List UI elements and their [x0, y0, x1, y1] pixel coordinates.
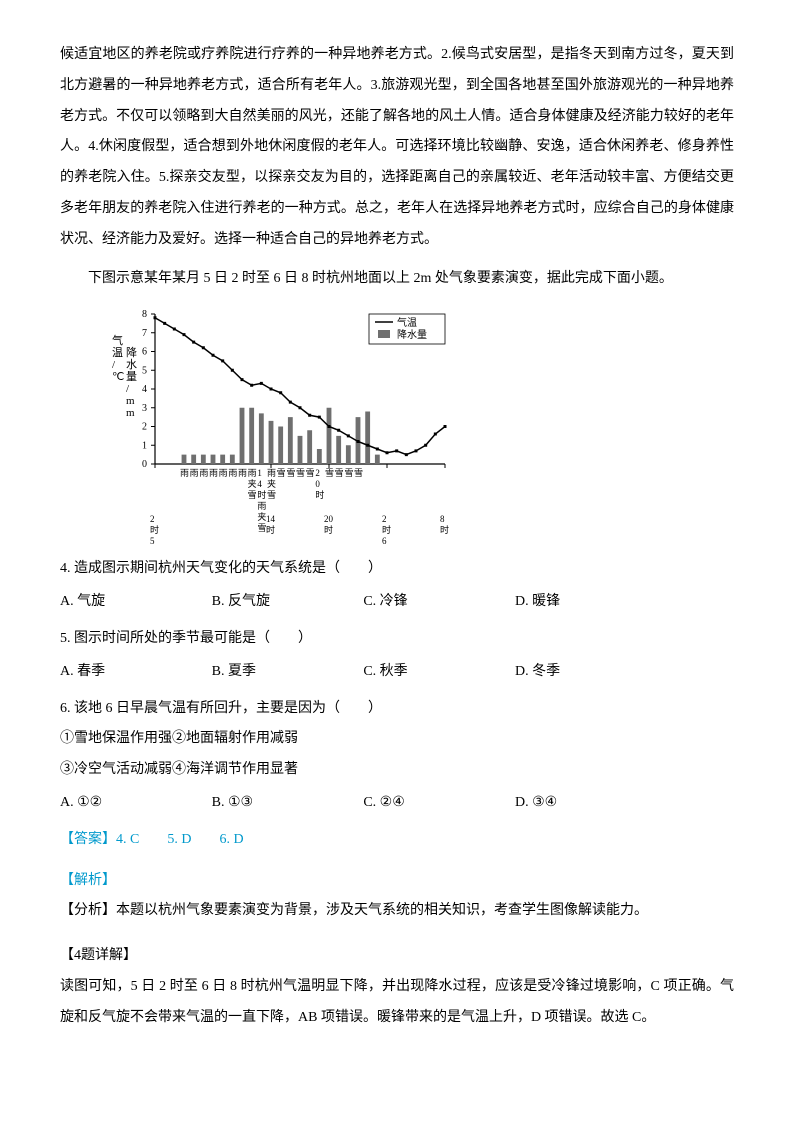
svg-text:雪: 雪 — [267, 490, 276, 500]
svg-text:0: 0 — [142, 459, 147, 470]
svg-text:雨: 雨 — [180, 468, 189, 478]
svg-text:8: 8 — [142, 309, 147, 320]
svg-text:水: 水 — [126, 358, 137, 371]
q5-opt-a: A. 春季 — [60, 657, 212, 688]
svg-text:温: 温 — [112, 346, 123, 359]
chart-intro: 下图示意某年某月 5 日 2 时至 6 日 8 时杭州地面以上 2m 处气象要素… — [60, 264, 734, 295]
svg-text:时: 时 — [150, 524, 159, 535]
svg-text:雨: 雨 — [219, 468, 228, 478]
svg-text:6: 6 — [382, 536, 387, 544]
svg-text:雨: 雨 — [228, 468, 237, 478]
svg-text:3: 3 — [142, 403, 147, 414]
svg-text:雪: 雪 — [296, 468, 305, 478]
q4-opt-a: A. 气旋 — [60, 587, 212, 618]
svg-text:雪: 雪 — [335, 468, 344, 478]
weather-chart: 012345678气温/℃降水量/mm气温降水量雨雨雨雨雨雨雨雨夹雪14时雨夹雪… — [100, 304, 480, 544]
svg-text:雪: 雪 — [286, 468, 295, 478]
svg-text:雨: 雨 — [209, 468, 218, 478]
svg-text:5: 5 — [142, 366, 147, 377]
svg-text:雨: 雨 — [199, 468, 208, 478]
svg-text:2: 2 — [142, 422, 147, 433]
analysis-text: 【分析】本题以杭州气象要素演变为背景，涉及天气系统的相关知识，考查学生图像解读能… — [60, 896, 734, 927]
svg-text:/: / — [112, 359, 116, 371]
q4-detail-text: 读图可知，5 日 2 时至 6 日 8 时杭州气温明显下降，并出现降水过程，应该… — [60, 972, 734, 1034]
q4-detail-label: 【4题详解】 — [60, 941, 734, 972]
svg-text:雨: 雨 — [267, 468, 276, 478]
svg-text:2: 2 — [315, 468, 320, 478]
svg-text:时: 时 — [266, 524, 275, 535]
svg-text:气: 气 — [112, 333, 123, 347]
q6-opt-b: B. ①③ — [212, 788, 364, 819]
svg-text:m: m — [126, 407, 135, 419]
svg-text:雨: 雨 — [190, 468, 199, 478]
top-paragraph: 候适宜地区的养老院或疗养院进行疗养的一种异地养老方式。2.候鸟式安居型，是指冬天… — [60, 40, 734, 256]
svg-text:雨: 雨 — [257, 501, 266, 511]
svg-text:2: 2 — [150, 514, 155, 524]
svg-text:时: 时 — [440, 524, 449, 535]
svg-text:夹: 夹 — [267, 478, 276, 489]
svg-text:雪: 雪 — [277, 468, 286, 478]
svg-text:14: 14 — [266, 514, 276, 524]
svg-text:2: 2 — [382, 514, 387, 524]
svg-text:时: 时 — [324, 524, 333, 535]
svg-text:20: 20 — [324, 514, 334, 524]
svg-text:4: 4 — [142, 384, 147, 395]
q5-opt-b: B. 夏季 — [212, 657, 364, 688]
question-6-options: A. ①② B. ①③ C. ②④ D. ③④ — [60, 788, 667, 819]
svg-text:夹: 夹 — [248, 478, 257, 489]
q6-opt-a: A. ①② — [60, 788, 212, 819]
svg-text:量: 量 — [126, 370, 137, 383]
question-6-stem: 6. 该地 6 日早晨气温有所回升，主要是因为（ ） — [60, 694, 734, 725]
q4-opt-d: D. 暖锋 — [515, 587, 667, 618]
q4-opt-b: B. 反气旋 — [212, 587, 364, 618]
svg-text:气温: 气温 — [397, 316, 417, 329]
svg-text:降: 降 — [126, 345, 137, 359]
svg-text:降水量: 降水量 — [397, 328, 427, 341]
svg-text:8: 8 — [440, 514, 445, 524]
svg-text:1: 1 — [257, 468, 262, 478]
svg-text:雪: 雪 — [354, 468, 363, 478]
svg-text:时: 时 — [382, 524, 391, 535]
svg-text:5: 5 — [150, 536, 155, 544]
svg-text:1: 1 — [142, 441, 147, 452]
q6-opt-d: D. ③④ — [515, 788, 667, 819]
svg-text:雨: 雨 — [238, 468, 247, 478]
question-5-stem: 5. 图示时间所处的季节最可能是（ ） — [60, 624, 734, 655]
svg-text:雪: 雪 — [344, 468, 353, 478]
svg-text:雪: 雪 — [257, 523, 266, 533]
q6-opt-c: C. ②④ — [363, 788, 515, 819]
q4-opt-c: C. 冷锋 — [363, 587, 515, 618]
svg-text:4: 4 — [257, 479, 262, 489]
q5-opt-d: D. 冬季 — [515, 657, 667, 688]
svg-text:雪: 雪 — [325, 468, 334, 478]
svg-text:雪: 雪 — [248, 490, 257, 500]
svg-text:0: 0 — [315, 479, 320, 489]
svg-text:7: 7 — [142, 328, 147, 339]
question-4-options: A. 气旋 B. 反气旋 C. 冷锋 D. 暖锋 — [60, 587, 667, 618]
answers: 【答案】4. C 5. D 6. D — [60, 825, 734, 856]
svg-text:时: 时 — [257, 489, 266, 500]
svg-text:时: 时 — [315, 489, 324, 500]
svg-text:夹: 夹 — [257, 511, 266, 522]
svg-text:/: / — [126, 383, 130, 395]
svg-text:m: m — [126, 395, 135, 407]
svg-text:℃: ℃ — [112, 371, 124, 383]
q5-opt-c: C. 秋季 — [363, 657, 515, 688]
question-4-stem: 4. 造成图示期间杭州天气变化的天气系统是（ ） — [60, 554, 734, 585]
question-6-cond1: ①雪地保温作用强②地面辐射作用减弱 — [60, 724, 734, 755]
svg-text:雪: 雪 — [306, 468, 315, 478]
question-6-cond2: ③冷空气活动减弱④海洋调节作用显著 — [60, 755, 734, 786]
question-5-options: A. 春季 B. 夏季 C. 秋季 D. 冬季 — [60, 657, 667, 688]
svg-text:雨: 雨 — [248, 468, 257, 478]
analysis-label: 【解析】 — [60, 866, 734, 897]
svg-text:6: 6 — [142, 347, 147, 358]
